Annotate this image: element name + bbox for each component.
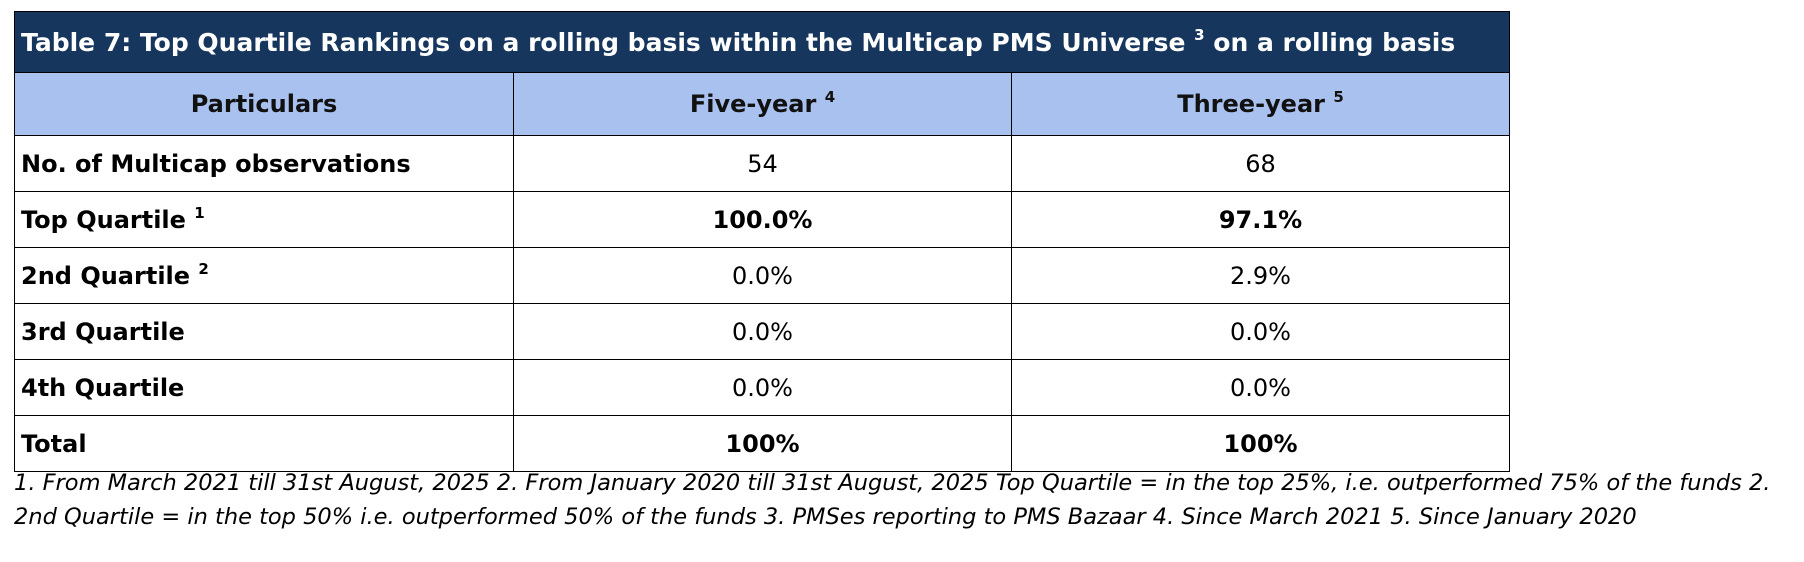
header-three-year: Three-year 5 (1011, 72, 1510, 136)
cell-five-year: 100.0% (513, 191, 1012, 248)
header-five-year-superscript: 4 (824, 88, 836, 106)
table-title: Table 7: Top Quartile Rankings on a roll… (14, 11, 1510, 73)
cell-three-year: 68 (1011, 135, 1510, 192)
cell-five-year: 54 (513, 135, 1012, 192)
table-title-suffix: on a rolling basis (1213, 27, 1456, 57)
header-five-year-label: Five-year (689, 90, 817, 118)
table-row: 2nd Quartile 2 0.0% 2.9% (13, 247, 1510, 304)
row-label-superscript: 1 (194, 203, 205, 222)
row-label: 2nd Quartile 2 (13, 247, 515, 304)
row-label-text: 3rd Quartile (21, 317, 185, 346)
row-label: Top Quartile 1 (13, 191, 515, 248)
cell-three-year: 0.0% (1011, 359, 1510, 416)
quartile-rankings-table: Table 7: Top Quartile Rankings on a roll… (13, 11, 1510, 472)
table-row: 3rd Quartile 0.0% 0.0% (13, 303, 1510, 360)
table-row: No. of Multicap observations 54 68 (13, 135, 1510, 192)
cell-three-year: 0.0% (1011, 303, 1510, 360)
header-five-year: Five-year 4 (513, 72, 1012, 136)
table-row: Top Quartile 1 100.0% 97.1% (13, 191, 1510, 248)
row-label-text: 4th Quartile (21, 373, 185, 402)
table-row: Total 100% 100% (13, 415, 1510, 472)
cell-three-year: 100% (1011, 415, 1510, 472)
table-title-text: Table 7: Top Quartile Rankings on a roll… (21, 27, 1186, 57)
header-particulars-label: Particulars (190, 90, 338, 118)
row-label-superscript: 2 (198, 259, 209, 278)
table-row: 4th Quartile 0.0% 0.0% (13, 359, 1510, 416)
header-particulars: Particulars (13, 72, 515, 136)
table-title-superscript: 3 (1194, 25, 1205, 44)
row-label-text: Total (21, 429, 87, 458)
row-label-text: 2nd Quartile (21, 261, 191, 290)
row-label: 4th Quartile (13, 359, 515, 416)
cell-five-year: 100% (513, 415, 1012, 472)
table-title-row: Table 7: Top Quartile Rankings on a roll… (14, 11, 1510, 73)
quartile-table-container: Table 7: Top Quartile Rankings on a roll… (13, 11, 1510, 472)
cell-five-year: 0.0% (513, 303, 1012, 360)
row-label: Total (13, 415, 515, 472)
cell-three-year: 97.1% (1011, 191, 1510, 248)
header-three-year-label: Three-year (1177, 90, 1325, 118)
row-label-text: Top Quartile (21, 205, 186, 234)
header-three-year-superscript: 5 (1333, 88, 1344, 106)
row-label: 3rd Quartile (13, 303, 515, 360)
cell-five-year: 0.0% (513, 247, 1012, 304)
row-label: No. of Multicap observations (13, 135, 515, 192)
cell-three-year: 2.9% (1011, 247, 1510, 304)
cell-five-year: 0.0% (513, 359, 1012, 416)
table-footnote: 1. From March 2021 till 31st August, 202… (14, 470, 1771, 530)
row-label-text: No. of Multicap observations (21, 149, 411, 178)
table-header-row: Particulars Five-year 4 Three-year 5 (13, 72, 1510, 136)
